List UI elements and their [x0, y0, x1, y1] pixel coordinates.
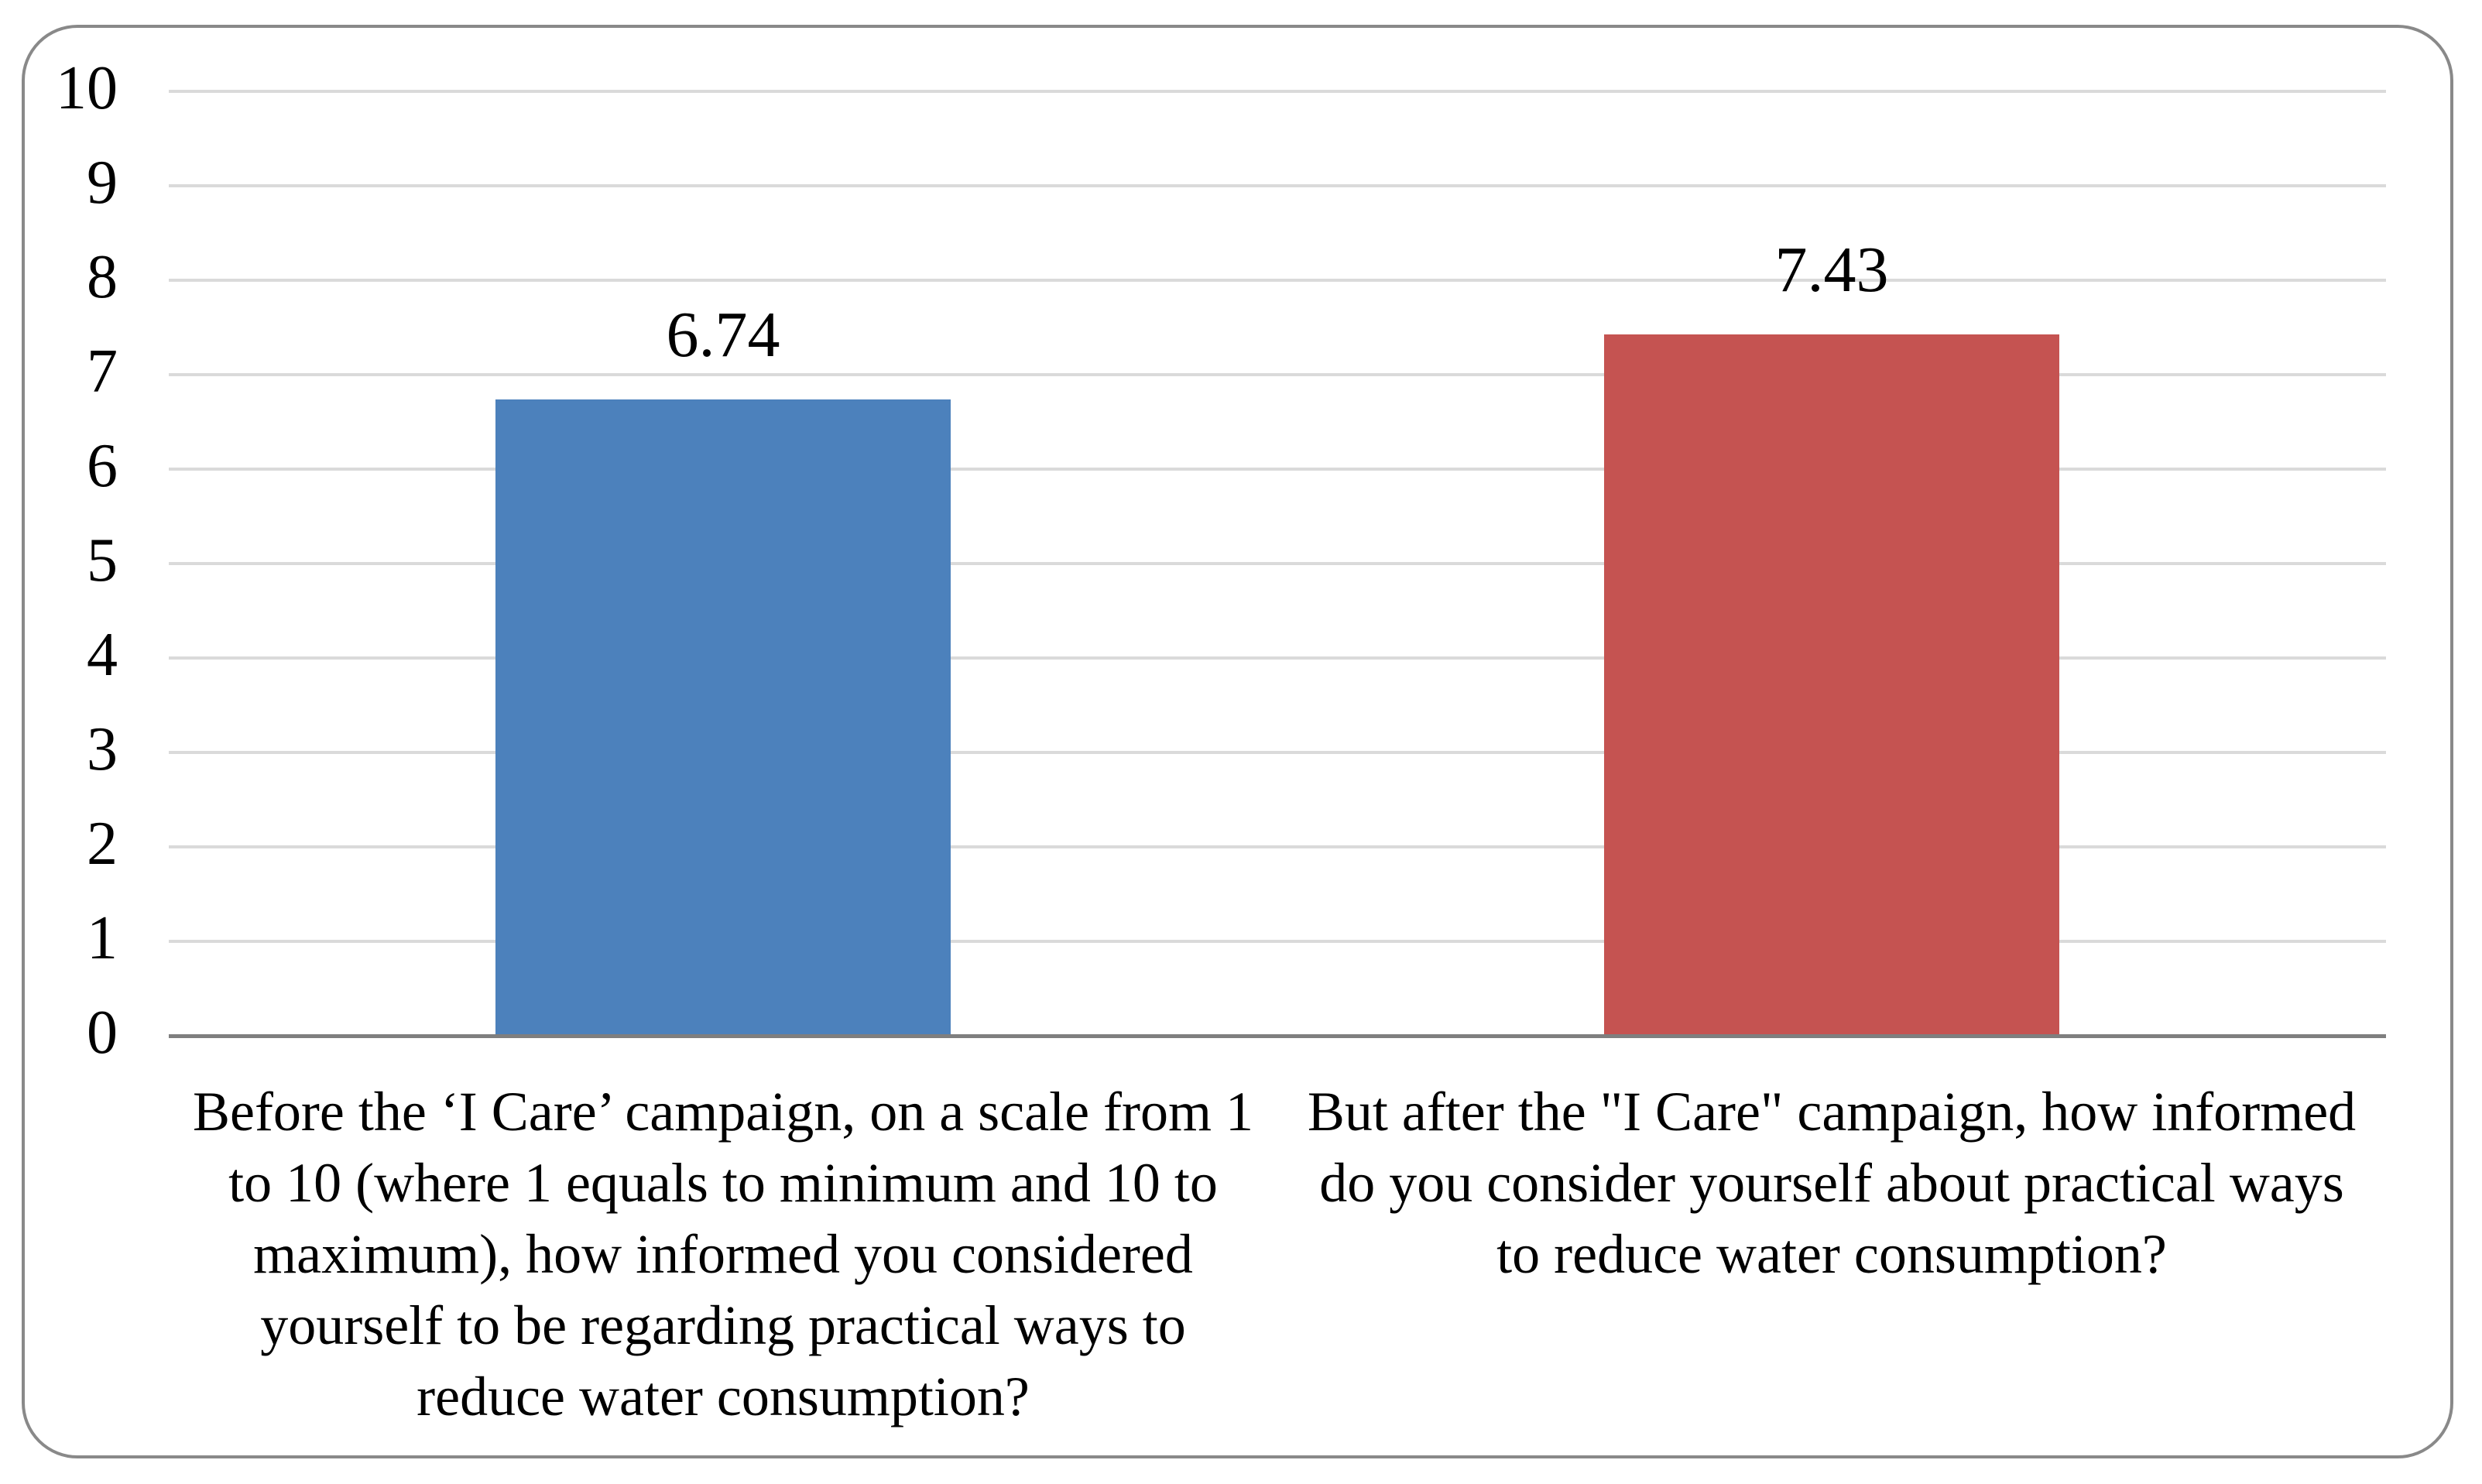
y-tick-label-5: 5 — [87, 526, 118, 595]
gridline-9 — [169, 184, 2386, 187]
x-axis-line — [169, 1034, 2386, 1038]
gridline-6 — [169, 468, 2386, 471]
y-tick-label-3: 3 — [87, 715, 118, 783]
y-tick-label-0: 0 — [87, 999, 118, 1067]
bar-before-campaign — [495, 399, 951, 1036]
gridline-1 — [169, 940, 2386, 943]
bar-value-label-after: 7.43 — [1774, 233, 1889, 306]
category-label-after-campaign: But after the "I Care" campaign, how inf… — [1307, 1081, 2357, 1285]
bar-value-label-before: 6.74 — [666, 298, 780, 371]
y-tick-label-9: 9 — [87, 149, 118, 217]
bar-after-campaign — [1604, 334, 2059, 1036]
chart-border-frame — [22, 25, 2453, 1458]
gridline-7 — [169, 373, 2386, 376]
gridline-3 — [169, 751, 2386, 754]
gridline-5 — [169, 562, 2386, 565]
y-tick-label-6: 6 — [87, 432, 118, 500]
category-label-before-campaign: Before the ‘I Care’ campaign, on a scale… — [192, 1081, 1254, 1427]
gridline-10 — [169, 90, 2386, 93]
y-tick-label-1: 1 — [87, 904, 118, 972]
y-tick-label-2: 2 — [87, 810, 118, 878]
gridline-2 — [169, 845, 2386, 848]
gridline-8 — [169, 279, 2386, 282]
y-tick-label-4: 4 — [87, 621, 118, 689]
y-tick-label-8: 8 — [87, 243, 118, 311]
y-tick-label-7: 7 — [87, 338, 118, 406]
y-tick-label-10: 10 — [56, 54, 118, 122]
gridline-4 — [169, 656, 2386, 660]
